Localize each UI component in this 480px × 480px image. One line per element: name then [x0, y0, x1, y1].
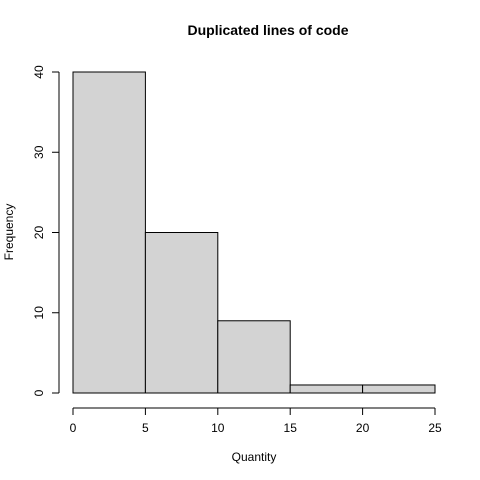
- histogram-bar: [289, 384, 364, 394]
- y-axis: 0 10 20 30 40: [32, 65, 60, 396]
- y-tick-label: 0: [32, 389, 46, 396]
- bars: [72, 71, 436, 394]
- y-axis-label: Frequency: [2, 204, 16, 261]
- chart-title: Duplicated lines of code: [187, 22, 348, 38]
- x-tick-label: 10: [211, 421, 225, 435]
- histogram-bar: [72, 71, 146, 394]
- x-tick-label: 20: [356, 421, 370, 435]
- x-tick-label: 5: [142, 421, 149, 435]
- y-tick-label: 30: [32, 145, 46, 159]
- x-axis: 0 5 10 15 20 25: [70, 407, 442, 435]
- x-tick-label: 15: [284, 421, 298, 435]
- x-axis-label: Quantity: [232, 450, 277, 464]
- y-tick-label: 20: [32, 226, 46, 240]
- histogram-bar: [362, 384, 436, 394]
- y-tick-label: 10: [32, 306, 46, 320]
- y-tick-label: 40: [32, 65, 46, 79]
- histogram-bar: [217, 320, 291, 394]
- x-tick-label: 0: [70, 421, 77, 435]
- x-tick-label: 25: [428, 421, 442, 435]
- histogram-bar: [144, 232, 219, 394]
